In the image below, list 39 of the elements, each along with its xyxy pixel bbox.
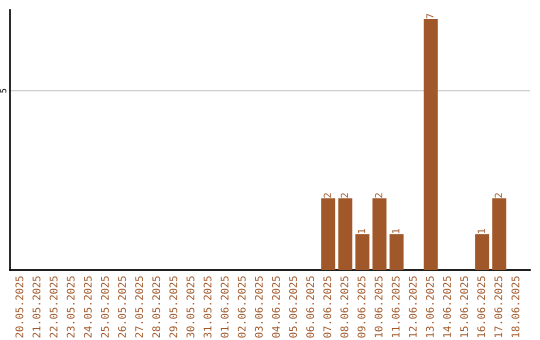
x-tick-label: 13.06.2025 [426,276,434,338]
x-tick-label: 09.06.2025 [358,276,366,338]
x-tick-label: 07.06.2025 [323,276,332,338]
x-tick-label: 17.06.2025 [494,276,502,338]
x-tick-label: 22.05.2025 [50,276,58,338]
x-tick-label: 03.06.2025 [254,276,263,338]
data-label: 2 [324,193,331,198]
x-tick-label: 08.06.2025 [340,276,348,338]
data-label: 1 [478,228,485,233]
x-tick-label: 29.05.2025 [169,276,178,338]
x-tick-label: 10.06.2025 [374,276,383,338]
x-tick-label: 16.06.2025 [477,276,486,338]
x-tick-label: 25.05.2025 [100,276,109,338]
x-tick-label: 30.05.2025 [186,276,194,338]
data-label: 2 [340,193,348,198]
x-tick-label: 21.05.2025 [32,276,40,338]
data-label: 1 [358,228,366,233]
x-tick-label: 26.05.2025 [118,276,126,338]
x-tick-label: 12.06.2025 [408,276,417,338]
x-tick-label: 04.06.2025 [272,276,280,338]
x-tick-label: 24.05.2025 [84,276,92,338]
data-label: 7 [426,14,434,18]
x-tick-label: 27.05.2025 [135,276,144,338]
x-tick-label: 20.05.2025 [15,276,24,338]
data-label: 2 [374,193,382,198]
x-tick-label: 01.06.2025 [220,276,229,338]
x-tick-label: 18.06.2025 [511,276,520,338]
x-tick-label: 31.05.2025 [204,276,212,338]
x-tick-label: 14.06.2025 [443,276,451,338]
x-tick-label: 15.06.2025 [460,276,468,338]
x-tick-label: 02.06.2025 [238,276,246,338]
x-tick-label: 23.05.2025 [66,276,75,338]
data-label: 1 [392,228,400,233]
x-tick-label: 28.05.2025 [152,276,160,338]
data-label: 2 [494,193,502,198]
ref-line-label: 5 [0,88,6,93]
x-tick-label: 06.06.2025 [306,276,314,338]
x-tick-label: 05.06.2025 [289,276,297,338]
x-tick-label: 11.06.2025 [392,276,400,338]
